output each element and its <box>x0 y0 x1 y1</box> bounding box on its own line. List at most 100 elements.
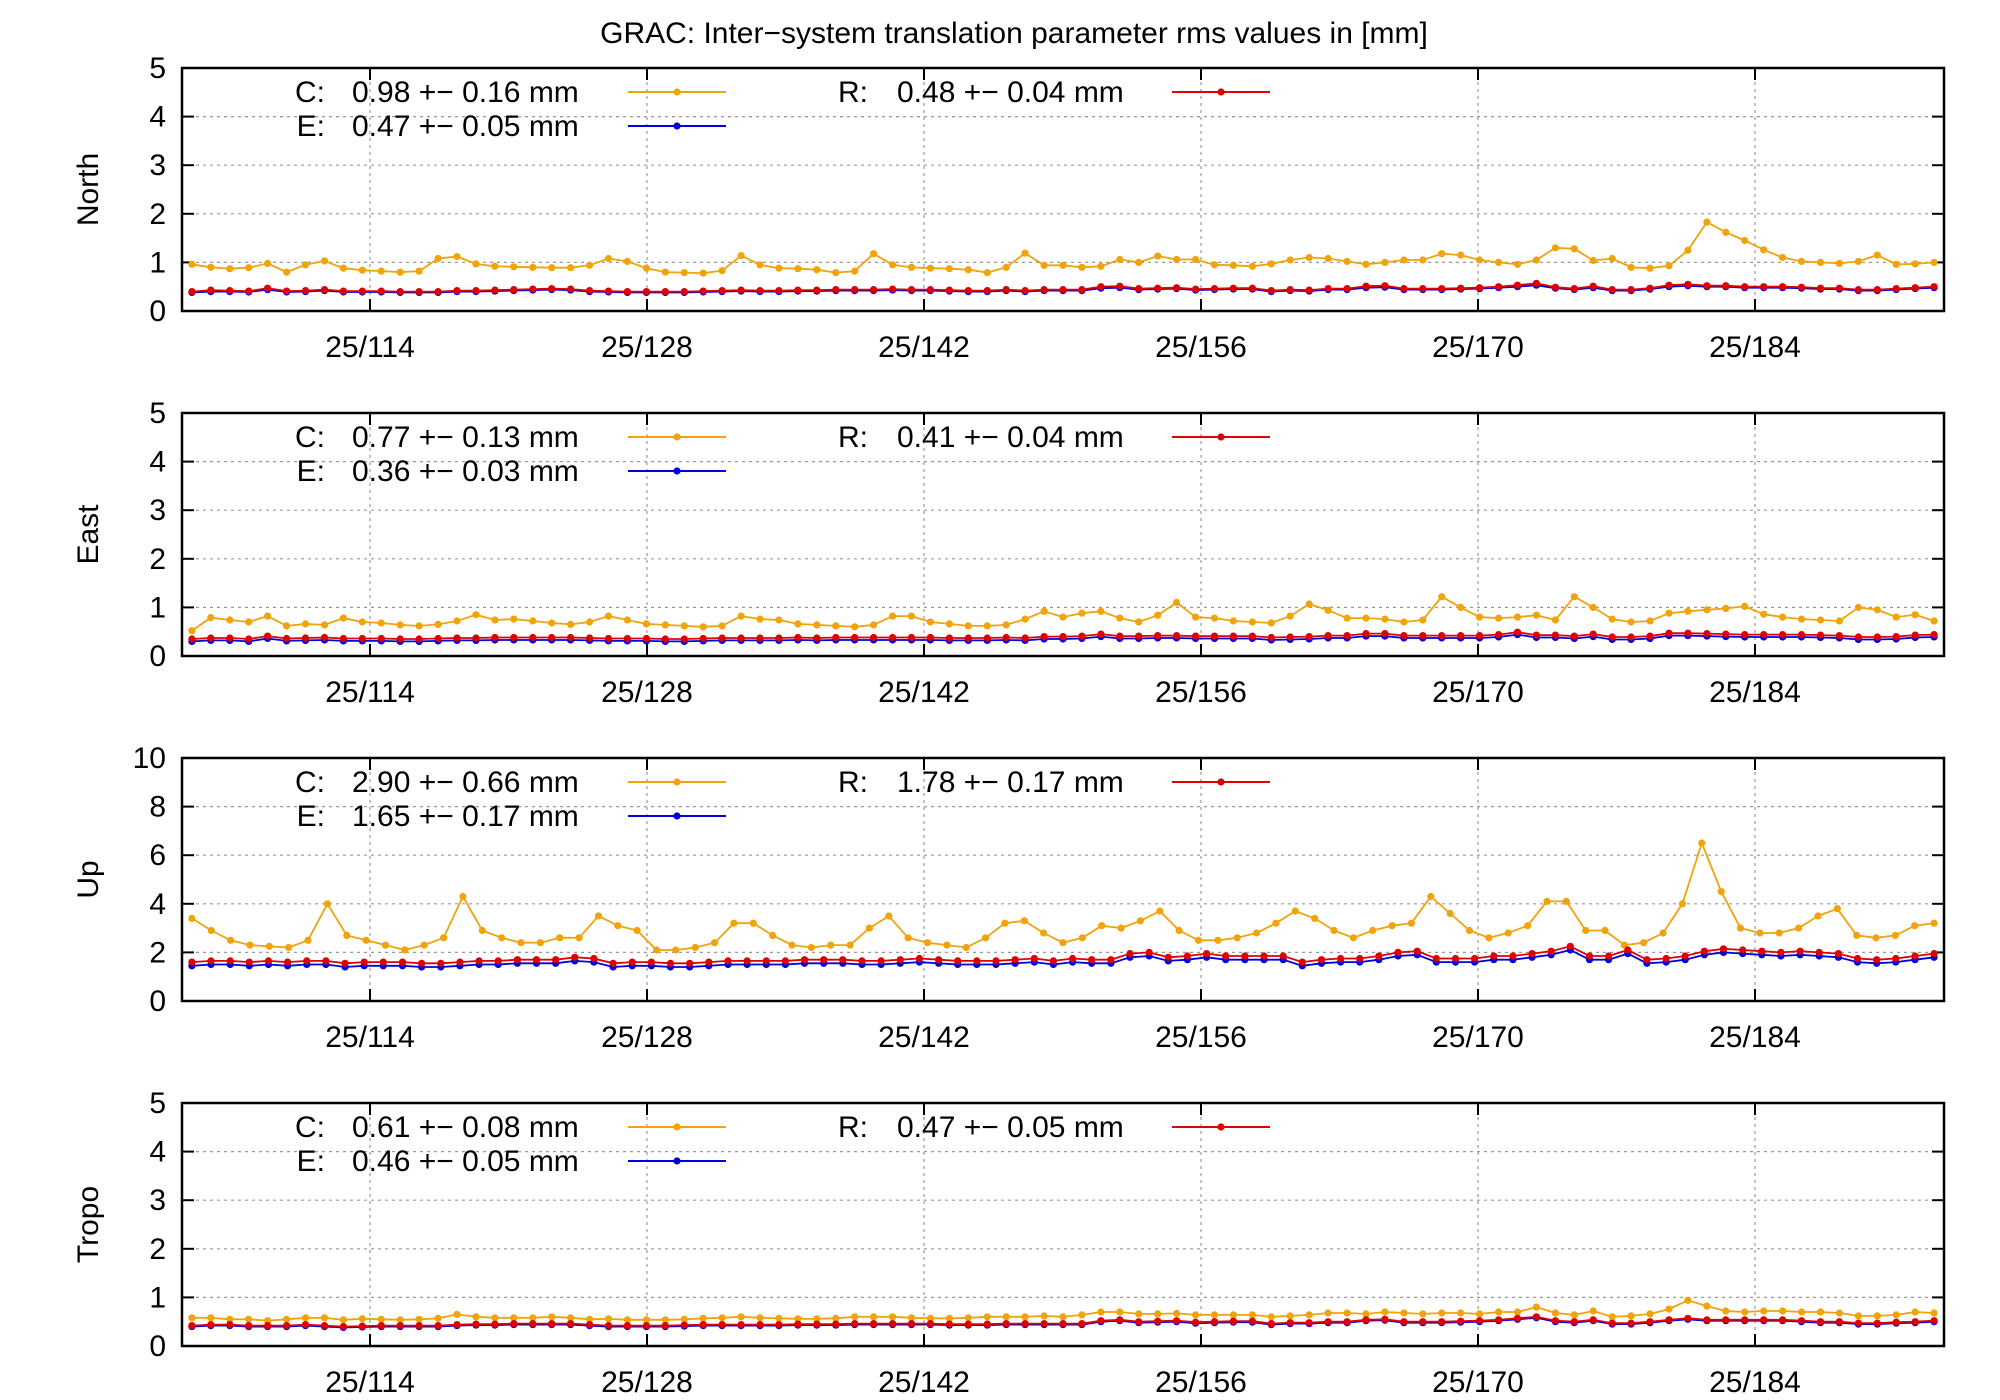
legend-marker-r <box>1217 778 1225 786</box>
y-tick-label: 2 <box>149 198 166 231</box>
data-point-c <box>1684 246 1692 254</box>
data-point-c <box>794 265 802 273</box>
data-point-c <box>737 252 745 260</box>
data-point-c <box>1349 934 1357 942</box>
data-point-r <box>686 959 694 967</box>
data-point-r <box>1741 283 1749 291</box>
data-point-c <box>459 892 467 901</box>
data-point-c <box>320 1314 329 1322</box>
data-point-c <box>586 261 594 269</box>
data-point-c <box>889 1313 897 1321</box>
data-point-r <box>1154 632 1162 640</box>
data-point-r <box>434 634 442 643</box>
data-point-r <box>1509 952 1517 960</box>
data-point-r <box>737 286 745 294</box>
legend-value-r: 0.48 +− 0.04 mm <box>897 76 1124 109</box>
data-point-c <box>207 926 215 935</box>
data-point-c <box>1854 1312 1862 1320</box>
data-point-c <box>226 616 234 624</box>
data-point-c <box>1078 934 1086 942</box>
data-point-c <box>1286 612 1294 620</box>
data-point-c <box>1369 926 1377 935</box>
data-point-c <box>794 620 802 628</box>
data-point-r <box>1248 284 1256 292</box>
data-point-c <box>1873 1312 1881 1320</box>
data-point-r <box>590 954 598 963</box>
data-point-r <box>1173 632 1181 640</box>
data-point-c <box>1248 618 1256 626</box>
data-point-r <box>284 958 292 966</box>
data-point-c <box>188 914 196 923</box>
data-point-c <box>283 268 291 276</box>
data-point-c <box>1892 613 1900 621</box>
data-point-r <box>889 633 897 642</box>
data-point-r <box>1608 286 1616 294</box>
data-point-c <box>1381 258 1389 266</box>
data-point-r <box>207 286 215 294</box>
data-point-r <box>642 288 651 296</box>
data-point-c <box>642 1316 651 1324</box>
data-point-r <box>1040 633 1048 641</box>
data-point-c <box>1562 897 1570 906</box>
data-point-c <box>1911 611 1919 619</box>
data-point-c <box>945 265 954 273</box>
data-point-r <box>642 1322 651 1330</box>
x-tick-label: 25/170 <box>1432 331 1524 364</box>
data-point-c <box>510 615 518 623</box>
data-point-r <box>377 634 385 643</box>
data-point-c <box>1381 615 1389 623</box>
data-point-r <box>813 634 821 642</box>
y-tick-label: 1 <box>149 246 166 279</box>
data-point-r <box>1513 281 1522 289</box>
data-point-r <box>647 958 656 966</box>
data-point-r <box>188 635 196 643</box>
legend-label-e: E: <box>297 455 325 488</box>
data-point-r <box>839 956 847 964</box>
data-point-r <box>1078 632 1086 640</box>
plot-frame <box>180 411 1946 658</box>
y-tick-label: 4 <box>149 446 166 479</box>
data-point-c <box>529 263 537 271</box>
y-axis-label: Tropo <box>72 1186 105 1263</box>
data-point-c <box>642 264 651 272</box>
data-point-c <box>1589 603 1597 612</box>
data-point-r <box>1203 950 1211 958</box>
data-point-c <box>943 941 951 949</box>
data-point-r <box>661 288 669 296</box>
data-point-r <box>1173 284 1181 292</box>
data-point-c <box>1400 256 1408 264</box>
data-point-c <box>661 621 669 629</box>
data-point-c <box>1608 1313 1616 1321</box>
data-point-r <box>320 633 329 642</box>
data-point-r <box>472 634 480 642</box>
data-point-c <box>188 627 196 635</box>
data-point-r <box>475 957 483 965</box>
legend-value-r: 0.41 +− 0.04 mm <box>897 421 1124 454</box>
data-point-r <box>283 287 291 295</box>
data-point-c <box>1854 603 1862 612</box>
data-point-r <box>586 634 594 642</box>
data-point-c <box>1722 228 1730 236</box>
data-point-r <box>1116 632 1124 640</box>
panel-up: 0 2 4 6 8 10 25/114 25/128 25/142 25/156 25/170 25/… <box>72 742 1946 1054</box>
data-point-c <box>510 263 518 271</box>
data-point-c <box>865 924 874 932</box>
data-point-c <box>207 614 215 622</box>
data-point-c <box>1532 611 1540 619</box>
data-point-r <box>1210 1318 1219 1326</box>
data-point-c <box>1154 252 1162 260</box>
data-point-c <box>1210 1311 1219 1319</box>
data-point-r <box>453 634 461 642</box>
data-point-c <box>775 616 783 624</box>
data-point-c <box>1703 218 1711 226</box>
data-point-r <box>1532 1313 1540 1321</box>
data-point-c <box>453 1310 461 1318</box>
data-point-r <box>377 287 385 295</box>
data-point-c <box>1286 1312 1294 1320</box>
data-point-r <box>737 1321 745 1329</box>
data-point-c <box>1419 1310 1427 1318</box>
data-point-c <box>1305 253 1313 262</box>
data-point-r <box>341 959 349 967</box>
series-line-c <box>191 840 1935 951</box>
data-point-c <box>904 934 912 942</box>
